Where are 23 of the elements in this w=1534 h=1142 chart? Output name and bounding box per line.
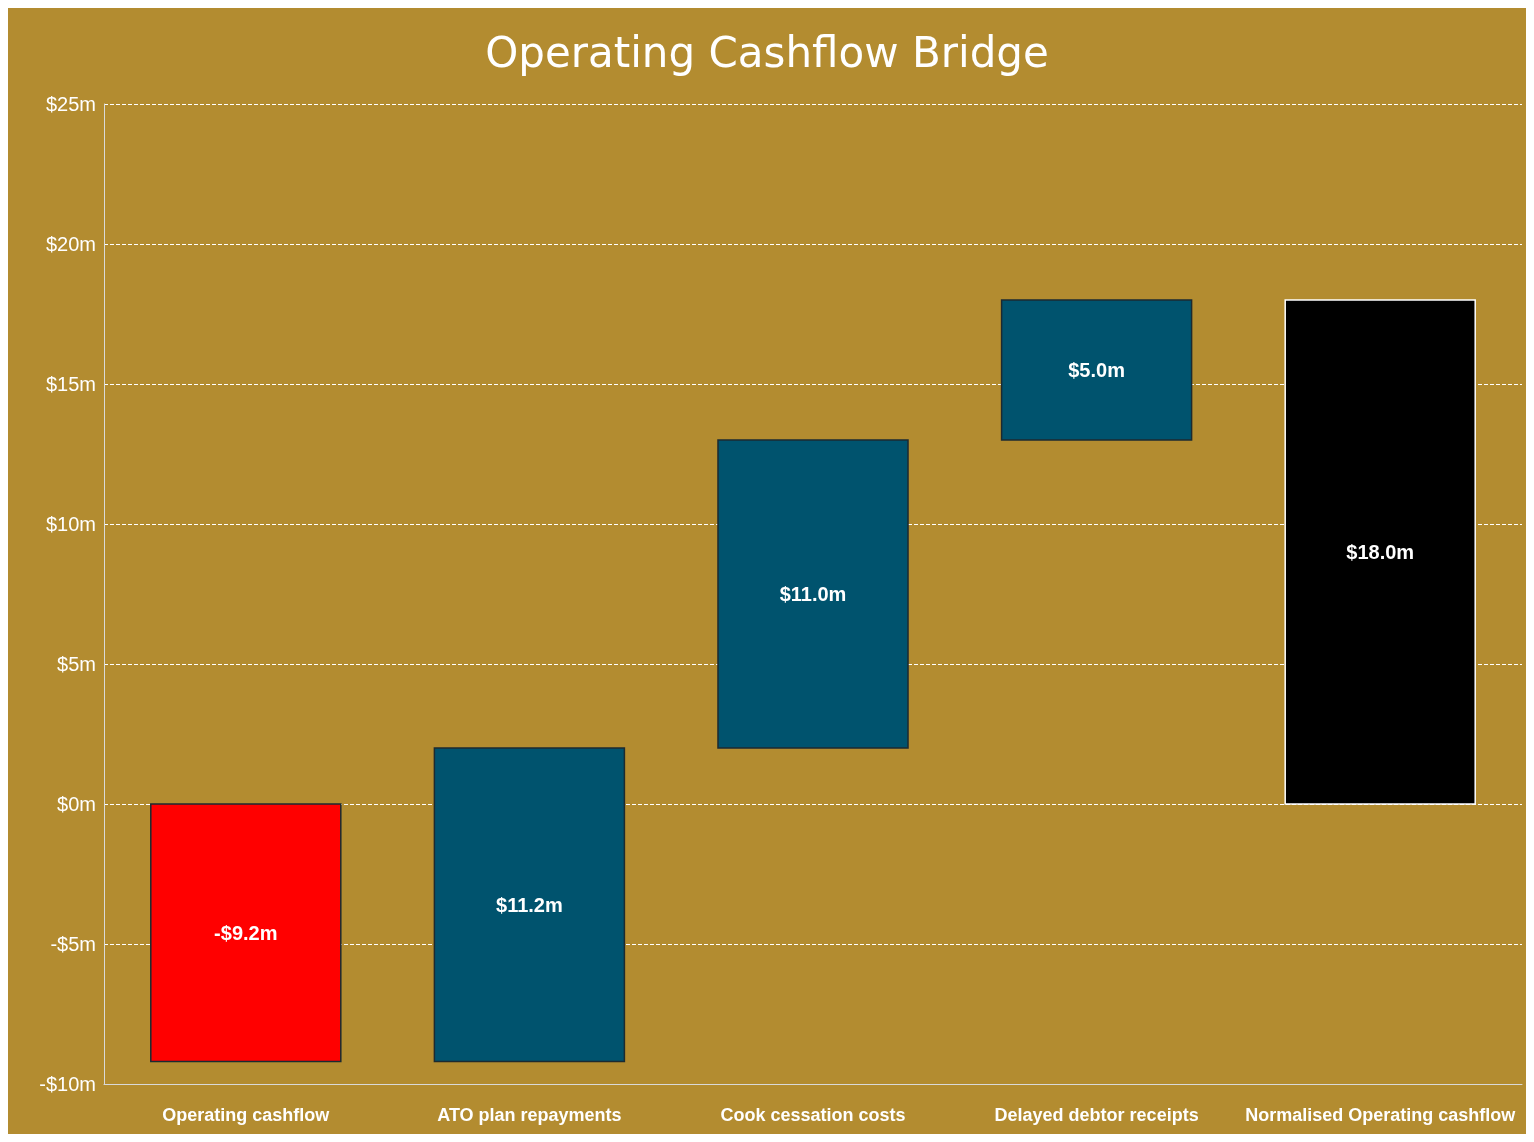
data-label: -$9.2m — [214, 921, 278, 944]
y-tick-label: -$5m — [50, 933, 96, 955]
y-tick-label: $25m — [45, 93, 96, 115]
bar — [150, 803, 342, 1063]
y-tick-label: $0m — [57, 793, 96, 815]
data-label: $11.2m — [496, 893, 563, 916]
data-label: $18.0m — [1346, 541, 1415, 563]
x-tick-label: Operating cashflow — [162, 1105, 331, 1125]
chart-title: Operating Cashflow Bridge — [485, 27, 1049, 77]
bar — [433, 747, 626, 1063]
y-tick-label: $10m — [45, 513, 96, 535]
x-tick-label: Cook cessation costs — [720, 1105, 906, 1125]
data-label: $5.0m — [1068, 359, 1125, 381]
x-tick-label: ATO plan repayments — [437, 1105, 622, 1125]
y-tick-label: $20m — [45, 233, 96, 255]
bar — [1000, 299, 1193, 441]
x-tick-label: Normalised Operating cashflow — [1245, 1105, 1517, 1125]
data-label: $11.0m — [779, 583, 847, 605]
x-tick-label: Delayed debtor receipts — [994, 1105, 1199, 1125]
y-tick-label: $5m — [57, 653, 96, 675]
bar — [717, 439, 909, 749]
y-tick-label: -$10m — [39, 1073, 96, 1095]
y-tick-label: $15m — [45, 373, 96, 395]
